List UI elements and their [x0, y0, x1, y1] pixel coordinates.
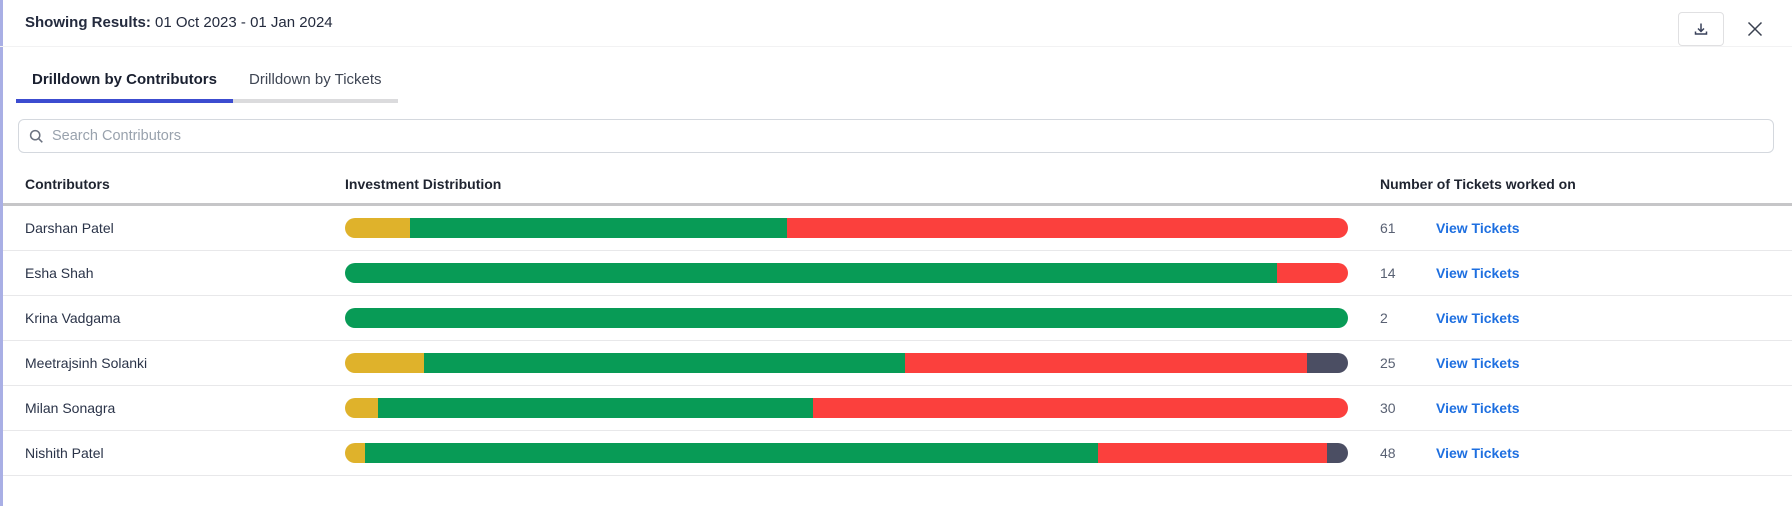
contributor-name: Meetrajsinh Solanki	[25, 355, 148, 371]
bar-segment-green	[345, 263, 1277, 283]
showing-results-label: Showing Results:	[25, 14, 151, 31]
modal-left-edge	[0, 0, 3, 506]
showing-results-text: Showing Results: 01 Oct 2023 - 01 Jan 20…	[25, 14, 333, 31]
bar-segment-red	[904, 353, 1307, 373]
table-row: Milan Sonagra 30 View Tickets	[0, 386, 1792, 431]
bar-segment-yellow	[345, 398, 379, 418]
table-row: Esha Shah 14 View Tickets	[0, 251, 1792, 296]
close-icon	[1745, 19, 1765, 39]
tab-drilldown-by-contributors[interactable]: Drilldown by Contributors	[16, 61, 233, 103]
search-icon	[29, 129, 44, 144]
search-input[interactable]	[52, 128, 1763, 144]
bar-segment-yellow	[345, 353, 425, 373]
column-investment-distribution: Investment Distribution	[345, 176, 502, 192]
investment-distribution-bar	[345, 398, 1348, 418]
table-row: Krina Vadgama 2 View Tickets	[0, 296, 1792, 341]
table-row: Nishith Patel 48 View Tickets	[0, 431, 1792, 476]
contributor-name: Krina Vadgama	[25, 310, 121, 326]
bar-segment-yellow	[345, 443, 366, 463]
bar-segment-red	[787, 218, 1348, 238]
ticket-count: 25	[1380, 355, 1396, 371]
contributor-name: Esha Shah	[25, 265, 94, 281]
bar-segment-dark	[1306, 353, 1348, 373]
bar-segment-red	[1276, 263, 1348, 283]
view-tickets-link[interactable]: View Tickets	[1424, 400, 1520, 416]
investment-distribution-bar	[345, 353, 1348, 373]
contributor-name: Nishith Patel	[25, 445, 104, 461]
ticket-count: 30	[1380, 400, 1396, 416]
bar-segment-dark	[1326, 443, 1348, 463]
drilldown-tabs: Drilldown by Contributors Drilldown by Ti…	[16, 61, 398, 103]
ticket-count: 2	[1380, 310, 1388, 326]
bar-segment-green	[365, 443, 1099, 463]
table-row: Darshan Patel 61 View Tickets	[0, 206, 1792, 251]
search-bar	[18, 119, 1774, 153]
ticket-count: 61	[1380, 220, 1396, 236]
view-tickets-link[interactable]: View Tickets	[1424, 445, 1520, 461]
date-range: 01 Oct 2023 - 01 Jan 2024	[155, 14, 333, 31]
table-row: Meetrajsinh Solanki 25 View Tickets	[0, 341, 1792, 386]
column-contributors: Contributors	[25, 176, 110, 192]
column-tickets-worked-on: Number of Tickets worked on	[1380, 176, 1576, 192]
view-tickets-link[interactable]: View Tickets	[1424, 355, 1520, 371]
contributor-name: Milan Sonagra	[25, 400, 116, 416]
bar-segment-red	[1098, 443, 1327, 463]
ticket-count: 48	[1380, 445, 1396, 461]
view-tickets-link[interactable]: View Tickets	[1424, 220, 1520, 236]
table-body: Darshan Patel 61 View Tickets Esha Shah …	[0, 206, 1792, 476]
bar-segment-green	[424, 353, 905, 373]
results-header: Showing Results: 01 Oct 2023 - 01 Jan 20…	[0, 0, 1792, 47]
bar-segment-green	[378, 398, 814, 418]
view-tickets-link[interactable]: View Tickets	[1424, 265, 1520, 281]
contributor-name: Darshan Patel	[25, 220, 114, 236]
download-icon	[1693, 21, 1709, 37]
close-button[interactable]	[1744, 18, 1766, 40]
investment-distribution-bar	[345, 443, 1348, 463]
investment-distribution-bar	[345, 308, 1348, 328]
bar-segment-green	[345, 308, 1348, 328]
view-tickets-link[interactable]: View Tickets	[1424, 310, 1520, 326]
bar-segment-green	[410, 218, 788, 238]
download-button[interactable]	[1678, 12, 1724, 46]
table-header-row: Contributors Investment Distribution Num…	[0, 165, 1792, 206]
bar-segment-red	[813, 398, 1348, 418]
tab-drilldown-by-tickets[interactable]: Drilldown by Tickets	[233, 61, 398, 103]
investment-distribution-bar	[345, 263, 1348, 283]
ticket-count: 14	[1380, 265, 1396, 281]
bar-segment-yellow	[345, 218, 411, 238]
investment-distribution-bar	[345, 218, 1348, 238]
contributors-table: Contributors Investment Distribution Num…	[0, 165, 1792, 476]
